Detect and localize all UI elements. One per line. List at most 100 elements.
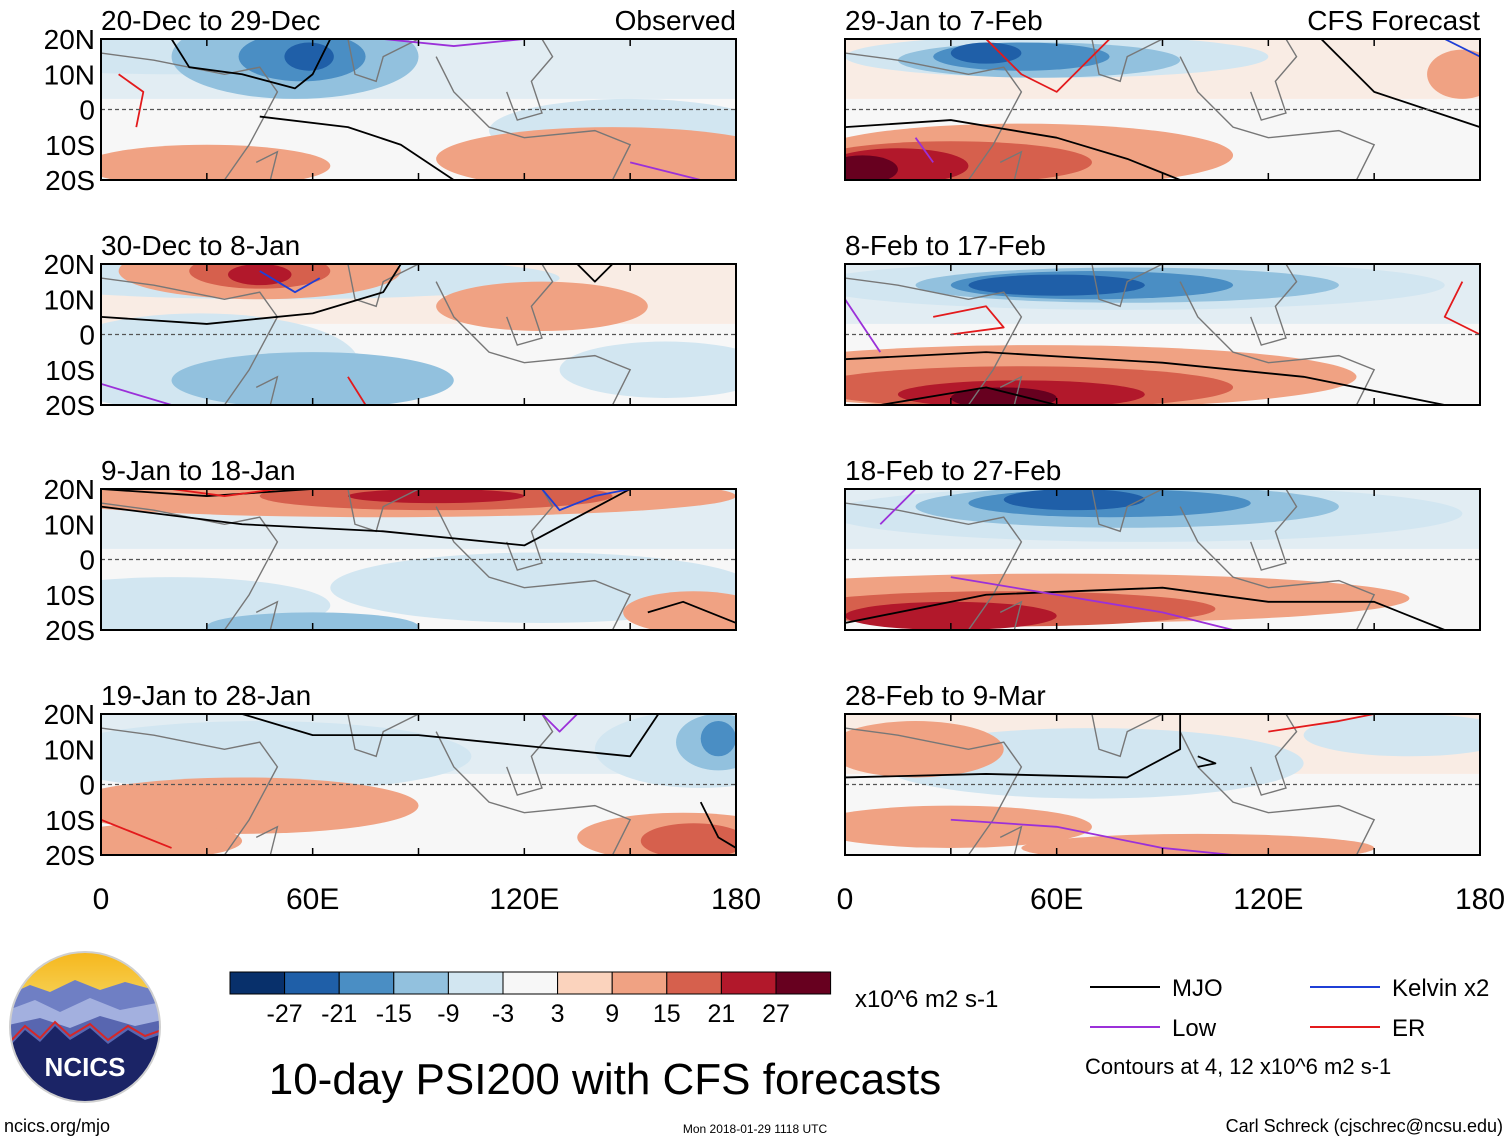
- figure-title: 10-day PSI200 with CFS forecasts: [269, 1055, 942, 1104]
- colorbar-tick-label: 27: [762, 1000, 790, 1028]
- contour-line: [845, 714, 1182, 779]
- contour-line: [914, 137, 934, 163]
- y-tick-label: 10N: [44, 509, 95, 540]
- coastline: [506, 39, 554, 121]
- coastline: [101, 277, 279, 405]
- legend-label-er: ER: [1392, 1015, 1425, 1042]
- coastline: [1179, 506, 1376, 630]
- anomaly-blob: [845, 805, 1092, 848]
- panel-period-label: 18-Feb to 27-Feb: [845, 455, 1061, 486]
- contour-line: [950, 818, 1234, 855]
- map-panel: 30-Dec to 8-Jan: [100, 230, 737, 406]
- coastline: [1250, 264, 1298, 346]
- axes-layer: 20N 10N 0 10S 20S 20N 10N 0 10S 20S 20N 10N 0 10S 20S 2…: [44, 24, 1505, 916]
- contour-line: [879, 489, 917, 525]
- map-panel: 20-Dec to 29-Dec Observed: [100, 5, 737, 181]
- y-tick-label: 10S: [45, 130, 95, 161]
- panel-period-label: 30-Dec to 8-Jan: [101, 230, 300, 261]
- anomaly-blob: [228, 264, 292, 286]
- coastline: [999, 825, 1023, 855]
- anomaly-field: [845, 264, 1480, 405]
- y-tick-label: 10N: [44, 284, 95, 315]
- coastline: [506, 264, 554, 346]
- coastline: [1250, 39, 1298, 121]
- contour-line: [845, 351, 1445, 405]
- map-panel: 29-Jan to 7-Feb CFS Forecast: [844, 5, 1481, 181]
- map-panel: 8-Feb to 17-Feb: [844, 230, 1481, 406]
- colorbar-tick-label: 3: [551, 1000, 565, 1028]
- anomaly-blob: [968, 274, 1145, 296]
- colorbar-tick-label: -15: [376, 1000, 412, 1028]
- anomaly-field: [845, 714, 1480, 855]
- x-tick-label: 120E: [489, 883, 559, 916]
- contour-line: [541, 489, 631, 512]
- contour-line: [170, 39, 332, 90]
- contour-line: [101, 818, 172, 849]
- colorbar-box: [502, 971, 559, 995]
- y-tick-label: 10S: [45, 355, 95, 386]
- colorbar-ticks: -27 -21 -15 -9 -3 3 9 15 21 27: [267, 1000, 790, 1028]
- contour-line: [259, 270, 321, 294]
- coastline: [845, 52, 1023, 180]
- colorbar: -27 -21 -15 -9 -3 3 9 15 21 27 x10^6 m2 s-1: [229, 971, 998, 1028]
- y-tick-label: 20N: [44, 24, 95, 55]
- coastline: [255, 825, 279, 855]
- contour-line: [629, 161, 701, 180]
- contour-line: [1320, 39, 1480, 128]
- coastline: [1179, 56, 1376, 180]
- contour-line: [647, 600, 736, 624]
- anomaly-field: [101, 714, 736, 855]
- colorbar-tick-label: 21: [707, 1000, 735, 1028]
- contour-line: [880, 386, 1057, 405]
- y-tick-label: 20N: [44, 699, 95, 730]
- colorbar-units: x10^6 m2 s-1: [855, 986, 998, 1013]
- legend: MJO Kelvin x2 Low ER Contours at 4, 12 x…: [1085, 975, 1489, 1079]
- contour-line: [259, 115, 455, 180]
- y-tick-label: 0: [79, 95, 95, 126]
- anomaly-blob: [1427, 49, 1480, 99]
- contour-line: [1268, 714, 1375, 733]
- anomaly-field: [845, 489, 1480, 630]
- legend-label-low: Low: [1172, 1015, 1217, 1042]
- coastline: [347, 264, 419, 308]
- anomaly-blob: [171, 352, 454, 405]
- contour-line: [845, 119, 1181, 180]
- contour-line: [985, 39, 1111, 93]
- coastline: [1179, 731, 1376, 855]
- anomaly-blob: [640, 823, 736, 855]
- anomaly-blob: [101, 823, 243, 855]
- contour-note: Contours at 4, 12 x10^6 m2 s-1: [1085, 1054, 1391, 1079]
- colorbar-box: [447, 971, 504, 995]
- anomaly-blob: [1021, 833, 1375, 855]
- legend-label-kelvin: Kelvin x2: [1392, 975, 1489, 1002]
- y-tick-label: 20S: [45, 840, 95, 871]
- x-tick-label: 60E: [1030, 883, 1083, 916]
- map-panel: 18-Feb to 27-Feb: [844, 455, 1481, 631]
- coastline: [435, 506, 632, 630]
- anomaly-blob: [101, 777, 419, 834]
- anomaly-blob: [950, 42, 1022, 64]
- colorbar-box: [775, 971, 832, 995]
- contour-line: [347, 376, 367, 405]
- contour-line: [950, 576, 1234, 630]
- anomaly-blob: [101, 721, 472, 792]
- panel-period-label: 29-Jan to 7-Feb: [845, 5, 1043, 36]
- anomaly-blob: [623, 591, 736, 630]
- coastline: [435, 281, 632, 405]
- colorbar-box: [611, 971, 668, 995]
- anomaly-blob: [845, 601, 1057, 630]
- coastline: [347, 714, 419, 758]
- contour-line: [933, 305, 1005, 336]
- contour-line: [699, 801, 736, 849]
- anomaly-blob: [559, 341, 736, 398]
- contour-line: [118, 73, 145, 128]
- y-tick-label: 10N: [44, 59, 95, 90]
- coastline: [101, 52, 279, 180]
- anomaly-blob: [845, 155, 898, 180]
- coastline: [435, 56, 632, 180]
- legend-label-mjo: MJO: [1172, 975, 1223, 1002]
- coastline: [999, 150, 1023, 180]
- y-tick-label: 10S: [45, 580, 95, 611]
- contour-line: [541, 714, 578, 733]
- y-tick-label: 20N: [44, 249, 95, 280]
